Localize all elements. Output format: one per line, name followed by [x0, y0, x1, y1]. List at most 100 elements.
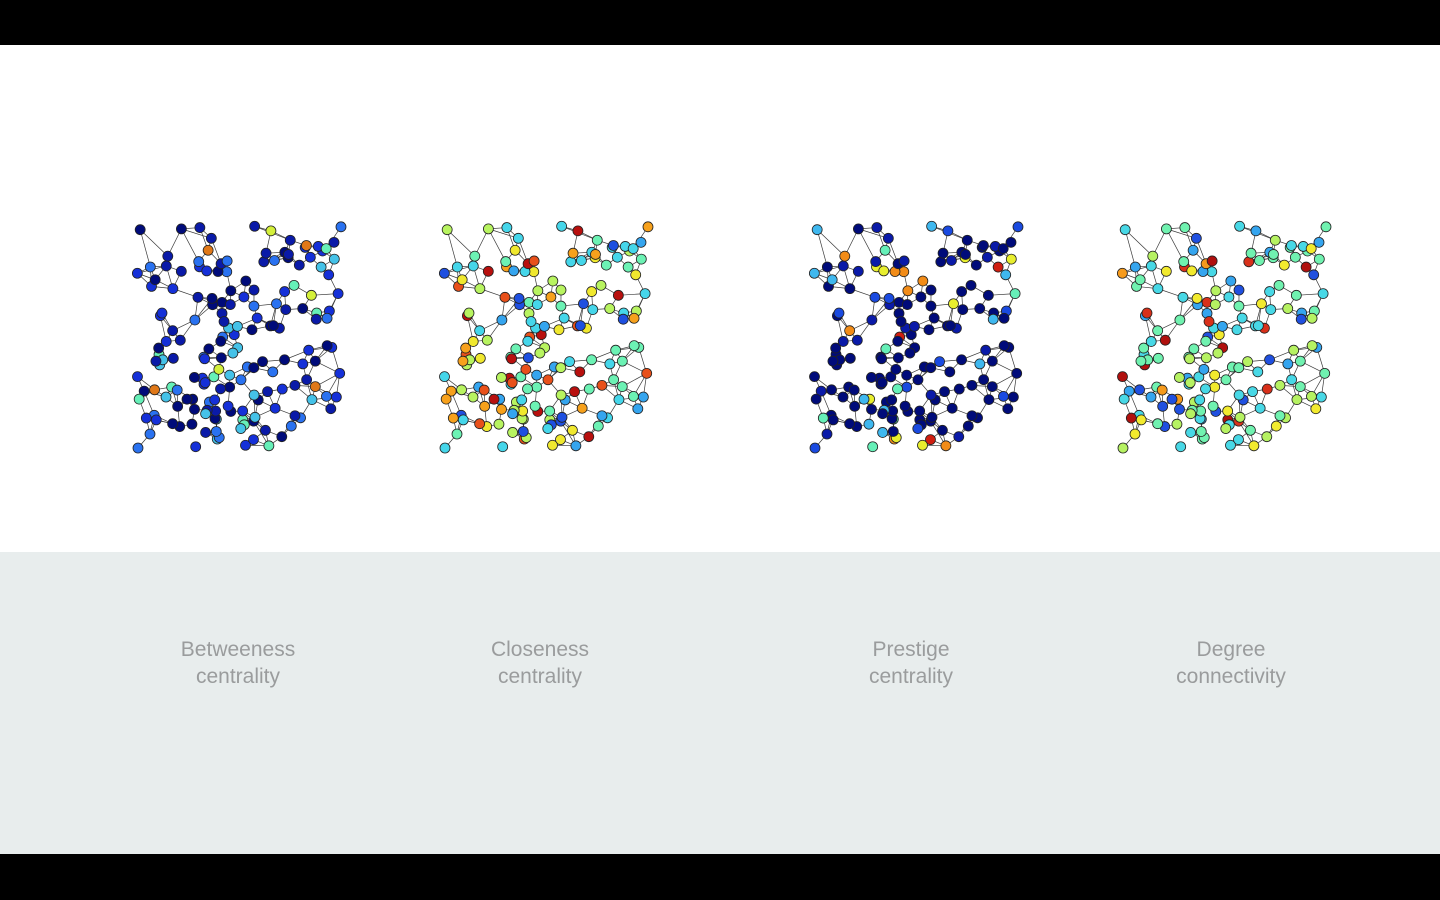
network-node [531, 369, 543, 381]
network-node [1117, 442, 1129, 454]
network-node [309, 355, 321, 367]
network-node [866, 372, 877, 383]
network-node [974, 358, 986, 370]
network-node [194, 222, 206, 233]
network-node [534, 347, 546, 359]
prestige-caption: Prestige centrality [791, 636, 1031, 690]
network-node [499, 291, 511, 303]
network-node [1200, 352, 1212, 364]
network-node [852, 265, 864, 277]
network-node [328, 253, 340, 265]
network-node [1206, 255, 1218, 267]
network-node [946, 402, 958, 414]
network-node [558, 312, 570, 324]
network-node [496, 314, 508, 326]
network-node [481, 334, 493, 346]
nodes [808, 220, 1024, 454]
closeness-caption: Closeness centrality [420, 636, 660, 690]
network-node [517, 426, 529, 437]
network-node [1220, 423, 1232, 434]
network-node [1313, 253, 1325, 265]
network-node [1217, 320, 1228, 332]
network-node [1177, 291, 1189, 303]
network-node [200, 408, 212, 420]
network-node [1194, 394, 1206, 406]
network-node [474, 352, 486, 364]
network-node [1242, 356, 1253, 368]
network-node [926, 220, 938, 232]
network-node [555, 284, 567, 296]
network-node [456, 274, 468, 286]
network-node [1282, 358, 1294, 370]
network-node [876, 377, 888, 389]
network-node [488, 393, 500, 405]
network-node [925, 434, 936, 446]
network-node [1234, 411, 1246, 423]
network-node [303, 344, 315, 356]
network-node [539, 320, 550, 332]
network-node [1200, 383, 1211, 395]
network-node [827, 355, 839, 367]
network-node [876, 353, 888, 365]
network-node [328, 236, 340, 248]
network-node [553, 324, 565, 336]
network-node [248, 362, 260, 374]
network-node [870, 256, 882, 267]
network-node [596, 410, 608, 422]
network-node [925, 284, 937, 296]
network-edge [446, 229, 476, 257]
network-node [917, 275, 929, 287]
network-node [956, 286, 968, 297]
network-edge [446, 229, 458, 268]
network-node [1250, 225, 1262, 237]
network-node [131, 267, 143, 279]
network-node [574, 366, 586, 378]
network-node [325, 403, 337, 415]
network-node [542, 423, 554, 434]
network-node [1190, 232, 1202, 244]
network-node [323, 269, 335, 281]
network-node [944, 320, 956, 332]
network-node [635, 236, 647, 248]
caption-line: Betweeness [180, 638, 296, 661]
network-node [1305, 243, 1317, 255]
network-node [880, 343, 892, 355]
network-node [555, 300, 567, 312]
network-node [808, 267, 820, 279]
network-node [167, 325, 179, 337]
network-node [171, 384, 183, 396]
network-node [1125, 412, 1137, 424]
network-node [942, 225, 954, 237]
network-node [321, 312, 333, 324]
network-node [1245, 424, 1256, 436]
network-node [193, 256, 205, 267]
network-node [213, 363, 225, 375]
network-node [1135, 355, 1147, 367]
network-node [1278, 259, 1290, 271]
network-node [497, 441, 509, 453]
network-node [982, 289, 994, 301]
network-node [960, 249, 971, 260]
network-node [438, 267, 450, 279]
network-node [572, 225, 584, 237]
network-node [1178, 256, 1190, 267]
network-node [858, 393, 870, 405]
network-node [946, 255, 957, 266]
network-node [240, 275, 252, 287]
network-node [567, 247, 579, 259]
network-node [632, 403, 644, 415]
network-node [852, 223, 864, 235]
network-node [1152, 283, 1164, 295]
network-node [493, 418, 505, 430]
network-node [844, 325, 856, 337]
network-node [175, 223, 187, 235]
network-node [925, 362, 937, 374]
network-node [1174, 372, 1185, 383]
network-node [983, 394, 995, 406]
network-node [1245, 247, 1257, 259]
network-node [510, 343, 522, 355]
network-node [574, 320, 586, 332]
network-node [809, 442, 821, 454]
network-node [1200, 335, 1212, 347]
network-node [1233, 434, 1244, 446]
